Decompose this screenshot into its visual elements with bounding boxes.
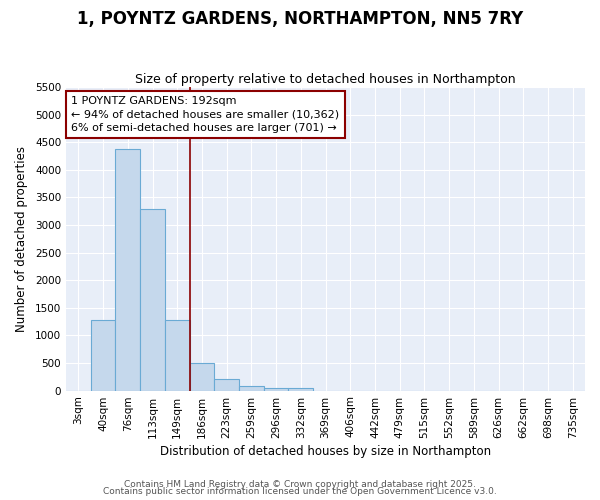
Bar	[115, 149, 140, 390]
X-axis label: Distribution of detached houses by size in Northampton: Distribution of detached houses by size …	[160, 444, 491, 458]
Bar	[165, 320, 190, 390]
Bar	[239, 386, 264, 390]
Text: 1, POYNTZ GARDENS, NORTHAMPTON, NN5 7RY: 1, POYNTZ GARDENS, NORTHAMPTON, NN5 7RY	[77, 10, 523, 28]
Title: Size of property relative to detached houses in Northampton: Size of property relative to detached ho…	[135, 73, 516, 86]
Bar	[140, 208, 165, 390]
Bar	[214, 379, 239, 390]
Y-axis label: Number of detached properties: Number of detached properties	[15, 146, 28, 332]
Bar	[289, 388, 313, 390]
Bar	[264, 388, 289, 390]
Text: Contains public sector information licensed under the Open Government Licence v3: Contains public sector information licen…	[103, 487, 497, 496]
Bar	[91, 320, 115, 390]
Bar	[190, 363, 214, 390]
Text: Contains HM Land Registry data © Crown copyright and database right 2025.: Contains HM Land Registry data © Crown c…	[124, 480, 476, 489]
Text: 1 POYNTZ GARDENS: 192sqm
← 94% of detached houses are smaller (10,362)
6% of sem: 1 POYNTZ GARDENS: 192sqm ← 94% of detach…	[71, 96, 340, 132]
